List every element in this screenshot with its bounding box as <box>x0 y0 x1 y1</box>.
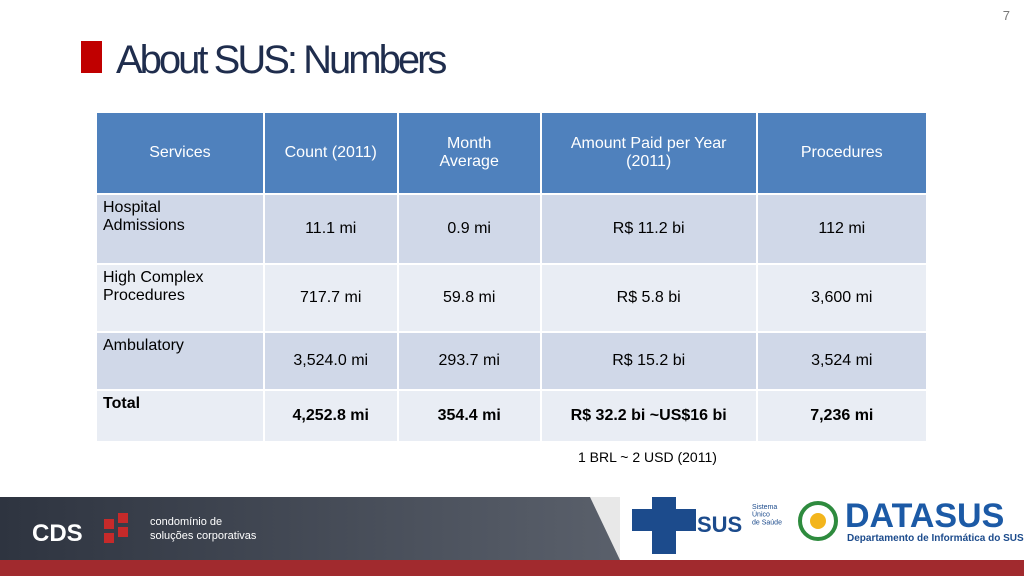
title-marker <box>81 41 102 73</box>
data-table: Services Count (2011) Month Average Amount … <box>95 111 929 443</box>
header-row: Services Count (2011) Month Average Amount … <box>95 111 929 195</box>
table-cell: Total <box>95 389 265 443</box>
header-cell: Amount Paid per Year (2011) <box>539 111 758 195</box>
footer-dark <box>0 497 620 560</box>
sus-cross <box>632 497 696 554</box>
datasus-icon-center <box>810 513 826 529</box>
table-cell: 293.7 mi <box>396 331 542 391</box>
table-cell: High Complex Procedures <box>95 263 265 333</box>
table-cell: R$ 5.8 bi <box>539 263 758 333</box>
table-row: Total 4,252.8 mi 354.4 mi R$ 32.2 bi ~US$16… <box>95 389 929 443</box>
table-cell: Ambulatory <box>95 331 265 391</box>
datasus-icon <box>798 501 838 541</box>
header-cell: Procedures <box>755 111 929 195</box>
footer: CDS condomínio de soluções corporativas … <box>0 497 1024 576</box>
table-cell: R$ 32.2 bi ~US$16 bi <box>539 389 758 443</box>
table-cell: 3,524.0 mi <box>262 331 399 391</box>
sus-logo: SUS <box>697 512 742 537</box>
table-cell: 4,252.8 mi <box>262 389 399 443</box>
header-cell: Services <box>95 111 265 195</box>
table-cell: 112 mi <box>755 193 929 265</box>
table-cell: Hospital Admissions <box>95 193 265 265</box>
datasus-subtitle: Departamento de Informática do SUS <box>847 533 1024 544</box>
footer-strip <box>0 560 1024 576</box>
sus-subtitle: Sistema Único de Saúde <box>752 504 782 526</box>
datasus-logo: DATASUS <box>845 497 1004 535</box>
table-cell: 0.9 mi <box>396 193 542 265</box>
table-cell: R$ 11.2 bi <box>539 193 758 265</box>
header-cell: Count (2011) <box>262 111 399 195</box>
note: 1 BRL ~ 2 USD (2011) <box>578 449 717 465</box>
table-cell: 3,524 mi <box>755 331 929 391</box>
table-row: High Complex Procedures 717.7 mi 59.8 mi R$… <box>95 263 929 333</box>
table-cell: R$ 15.2 bi <box>539 331 758 391</box>
table-cell: 717.7 mi <box>262 263 399 333</box>
table-cell: 354.4 mi <box>396 389 542 443</box>
table-cell: 59.8 mi <box>396 263 542 333</box>
table-cell: 11.1 mi <box>262 193 399 265</box>
table-cell: 7,236 mi <box>755 389 929 443</box>
cds-logo: CDS <box>32 520 83 547</box>
table-row: Ambulatory 3,524.0 mi 293.7 mi R$ 15.2 bi 3,… <box>95 331 929 391</box>
header-cell: Month Average <box>396 111 542 195</box>
cds-line1: condomínio de <box>150 516 222 528</box>
slide-number: 7 <box>1002 8 1010 23</box>
slide-title: About SUS: Numbers <box>116 38 447 82</box>
table-row: Hospital Admissions 11.1 mi 0.9 mi R$ 11.2 … <box>95 193 929 265</box>
cds-line2: soluções corporativas <box>150 530 257 542</box>
cds-icon <box>104 513 128 543</box>
table-cell: 3,600 mi <box>755 263 929 333</box>
